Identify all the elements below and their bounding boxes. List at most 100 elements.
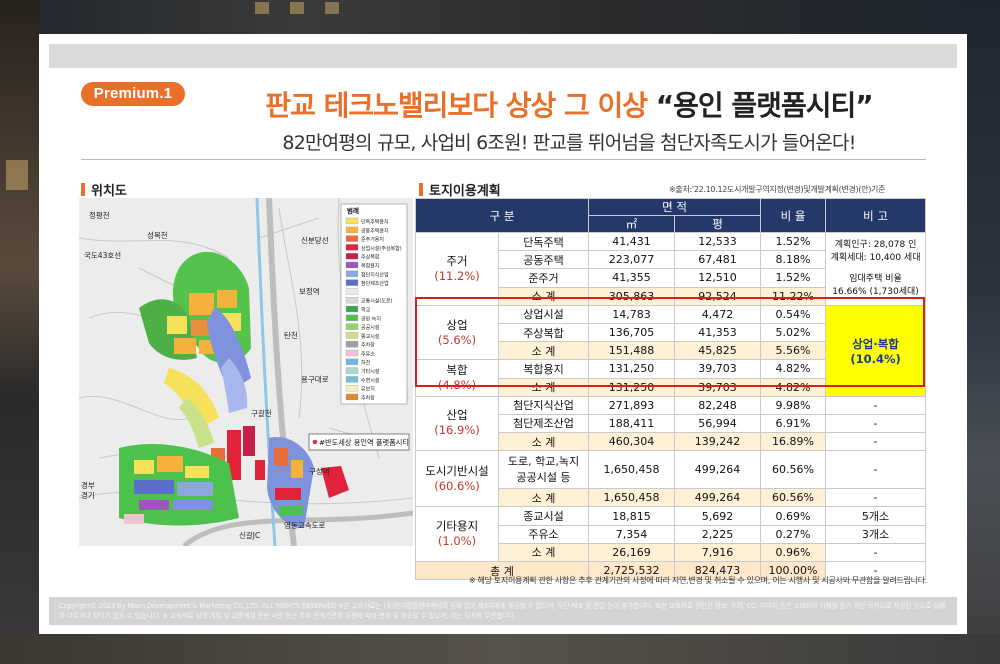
background-right (964, 0, 1000, 664)
remark-cell: - (825, 413, 927, 434)
remark-cell: 5개소 (825, 506, 927, 526)
subtotal-pyeong: 499,264 (674, 488, 762, 508)
subtotal-ratio: 60.56% (760, 488, 827, 508)
map-label: 정평천 (89, 210, 110, 220)
subtotal-label: 소 계 (497, 286, 590, 306)
map-label: 신갈JC (239, 531, 260, 540)
location-section-heading: 위치도 (81, 180, 127, 199)
category-name: 산업 (446, 408, 468, 423)
item-cell: 공동주택 (497, 250, 590, 270)
pyeong-cell: 41,353 (674, 322, 762, 343)
subtotal-row: 소 계 1,650,458 499,264 60.56% - (416, 488, 927, 508)
table-row: 기타용지 (1.0%) 종교시설 18,815 5,692 0.69% 5개소 (415, 506, 927, 562)
landuse-section-heading: 토지이용계획 (419, 180, 501, 199)
category-cell: 산업 (16.9%) (415, 395, 499, 452)
legend-label: 준주거용지 (361, 236, 384, 243)
item-cell: 주상복합 (497, 322, 590, 343)
pyeong-cell: 12,510 (674, 268, 762, 288)
legend-swatch (345, 367, 359, 374)
item-label: 도로, 학교,녹지 (507, 454, 580, 468)
table-row: 공동주택 223,077 67,481 8.18% (416, 250, 926, 270)
grand-total-row: 총 계 2,725,532 824,473 100.00% - (414, 560, 927, 581)
ratio-cell: 0.54% (760, 304, 827, 324)
legend-swatch (345, 253, 359, 260)
item-label: 주상복합 (523, 326, 564, 340)
legend-label: 주상복합 (361, 254, 380, 261)
legend-swatch (345, 323, 359, 330)
table-row: 주유소 7,354 2,225 0.27% 3개소 (416, 524, 927, 544)
map-label: 신분당선 (301, 235, 329, 245)
page-title-quote: “용인 플랫폼시티” (655, 89, 874, 122)
ratio-cell: 60.56% (760, 450, 827, 490)
category-name: 기타용지 (435, 519, 479, 534)
subtotal-row: 소 계 305,863 92,524 11.22% (416, 286, 926, 306)
item-cell: 주유소 (497, 524, 590, 544)
ratio-cell: 1.52% (760, 231, 827, 252)
background-left (0, 0, 40, 664)
legend-label: 단독주택용지 (361, 219, 389, 226)
map-callout-box (308, 433, 410, 451)
item-cell: 첨단제조산업 (497, 413, 590, 434)
table-row: 산업 (16.9%) 첨단지식산업 271,893 82,248 9.98% - (415, 395, 927, 452)
background-window (290, 2, 304, 14)
legend-swatch (345, 358, 359, 365)
legend-swatch (345, 314, 359, 321)
commercial-remark-line1: 상업·복합 (852, 336, 899, 351)
legend-label: 수변시설 (361, 377, 380, 384)
item-cell: 복합용지 (497, 359, 590, 379)
pyeong-cell: 67,481 (674, 250, 762, 270)
header-m2: ㎡ (588, 215, 676, 233)
total-remark: - (825, 560, 927, 581)
m2-cell: 7,354 (588, 524, 676, 544)
m2-cell: 136,705 (588, 322, 676, 343)
remark-line: 계획인구: 28,078 인 (834, 239, 917, 250)
m2-cell: 41,431 (588, 231, 676, 252)
legend-label: 주차장 (361, 342, 375, 349)
ratio-cell: 8.18% (760, 250, 827, 270)
legend-swatch (345, 235, 359, 242)
m2-cell: 188,411 (588, 413, 676, 434)
category-percent: (5.6%) (437, 332, 477, 347)
page-title-main: 판교 테크노밸리보다 상상 그 이상 (265, 89, 648, 122)
pyeong-cell: 39,703 (674, 359, 762, 379)
category-percent: (60.6%) (434, 478, 480, 493)
map-label: 구성역 (309, 466, 330, 476)
remark-line: 계획세대: 10,400 세대 (830, 252, 921, 263)
subtotal-ratio: 5.56% (760, 341, 827, 361)
item-label-2: 공공시설 등 (516, 470, 571, 484)
legend-label: 종교시설 (361, 333, 380, 340)
total-label: 총 계 (414, 560, 590, 581)
source-note: ※출처:'22.10.12도시개발구역지정(변경)및개발계획(변경)(안)기준 (669, 185, 886, 194)
item-label: 공동주택 (523, 253, 564, 267)
map-legend-title: 범례 (347, 206, 359, 215)
subtotal-ratio: 0.96% (760, 542, 827, 563)
copyright-bar: Copyright© 2023 By Moon Development & Ma… (49, 597, 957, 625)
slide-card: Premium.1 판교 테크노밸리보다 상상 그 이상 “용인 플랫폼시티” … (39, 34, 967, 634)
category-percent: (11.2%) (434, 268, 480, 283)
ratio-cell: 0.69% (760, 506, 827, 526)
table-row: 준주거 41,355 12,510 1.52% (416, 268, 926, 288)
legend-label: 첨단제조산업 (361, 280, 389, 287)
location-map: #반도세상 용인역 플랫폼시티 정평천 성복천 국도43호선 신분당선 보정역 … (79, 198, 413, 546)
subtotal-m2: 460,304 (588, 432, 676, 452)
ratio-cell: 4.82% (760, 359, 827, 379)
map-label: 국도43호선 (84, 251, 121, 260)
residential-remark-cell: 계획인구: 28,078 인 계획세대: 10,400 세대 임대주택 비율 16.6… (825, 232, 927, 306)
legend-label: 교통시설(도로) (361, 298, 393, 305)
subtotal-ratio: 4.82% (760, 377, 827, 397)
subtotal-label: 소 계 (497, 432, 590, 452)
location-map-svg: #반도세상 용인역 플랫폼시티 정평천 성복천 국도43호선 신분당선 보정역 … (79, 198, 413, 546)
subtotal-remark: - (825, 488, 927, 508)
item-label: 첨단지식산업 (513, 399, 574, 413)
background-window (325, 2, 339, 14)
subtotal-m2: 26,169 (588, 542, 676, 563)
map-label: 탄천 (284, 330, 298, 340)
header-pyeong: 평 (674, 215, 762, 233)
subtotal-remark: - (825, 432, 927, 452)
item-label: 단독주택 (523, 235, 564, 249)
item-cell: 첨단지식산업 (497, 395, 590, 415)
